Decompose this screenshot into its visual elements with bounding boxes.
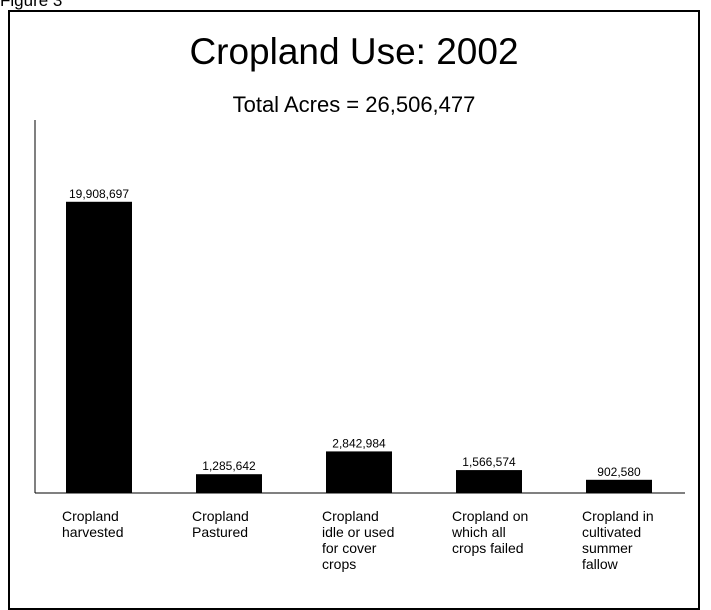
data-label-5: 902,580 [597, 465, 641, 479]
category-label-line: which all [452, 524, 506, 540]
category-label-4: Cropland on which all crops failed [452, 508, 562, 556]
data-label-1: 19,908,697 [69, 187, 129, 201]
figure-label: Figure 3 [0, 0, 63, 10]
category-label-line: Pastured [192, 524, 249, 540]
data-label-2: 1,285,642 [202, 459, 256, 473]
bar-1 [66, 201, 132, 494]
bar-2 [196, 474, 262, 493]
bar-3 [326, 451, 392, 493]
category-label-line: cultivated [582, 524, 642, 540]
category-label-line: Cropland in [582, 508, 654, 524]
chart-title: Cropland Use: 2002 [189, 31, 519, 72]
category-label-line: harvested [62, 524, 124, 540]
category-label-2: Cropland Pastured [192, 508, 302, 540]
category-label-line: Cropland on [452, 508, 529, 524]
category-label-5: Cropland in cultivated summer fallow [582, 508, 692, 572]
chart-subtitle: Total Acres = 26,506,477 [232, 92, 476, 117]
category-label-line: crops failed [452, 540, 524, 556]
category-label-line: Cropland [192, 508, 249, 524]
category-label-line: for cover [322, 540, 377, 556]
category-label-1: Cropland harvested [62, 508, 172, 540]
category-label-line: idle or used [322, 524, 395, 540]
bar-5 [586, 479, 652, 493]
bar-4 [456, 470, 522, 493]
category-label-3: Cropland idle or used for cover crops [322, 508, 432, 572]
category-label-line: Cropland [62, 508, 119, 524]
category-label-line: crops [322, 556, 357, 572]
data-label-3: 2,842,984 [332, 436, 386, 450]
category-label-line: Cropland [322, 508, 379, 524]
category-label-line: summer [582, 540, 633, 556]
category-label-line: fallow [582, 556, 618, 572]
data-label-4: 1,566,574 [462, 455, 516, 469]
